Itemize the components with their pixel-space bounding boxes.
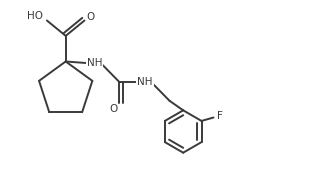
Text: NH: NH [87, 58, 103, 68]
Text: HO: HO [27, 11, 43, 21]
Text: O: O [87, 12, 95, 22]
Text: F: F [217, 111, 222, 121]
Text: NH: NH [137, 77, 153, 87]
Text: O: O [109, 104, 117, 114]
